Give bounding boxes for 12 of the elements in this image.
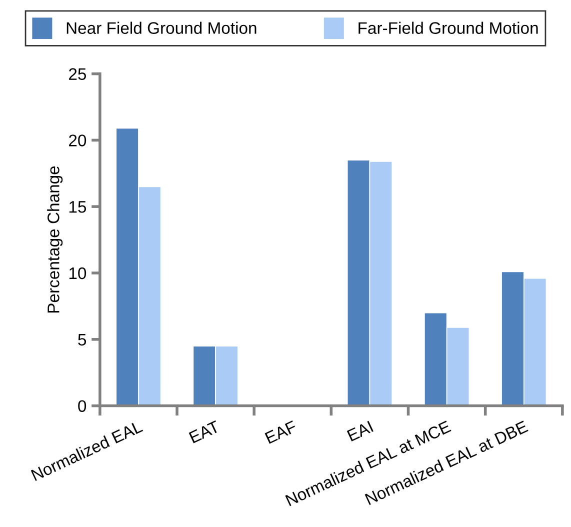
x-tick-label: EAT	[188, 420, 220, 444]
x-tick-label: EAI	[346, 420, 374, 442]
y-tick-label: 15	[69, 201, 86, 213]
y-axis-title: Percentage Change	[47, 166, 63, 313]
y-tick-label: 25	[69, 68, 86, 80]
x-tick-label: EAF	[264, 420, 298, 444]
y-tick-label: 0	[78, 400, 86, 412]
y-tick-label: 10	[69, 267, 86, 280]
y-tick-label: 20	[69, 134, 86, 146]
legend-label: Near Field Ground Motion	[66, 22, 256, 34]
legend-label: Far-Field Ground Motion	[358, 22, 538, 34]
y-tick-label: 5	[78, 334, 86, 346]
